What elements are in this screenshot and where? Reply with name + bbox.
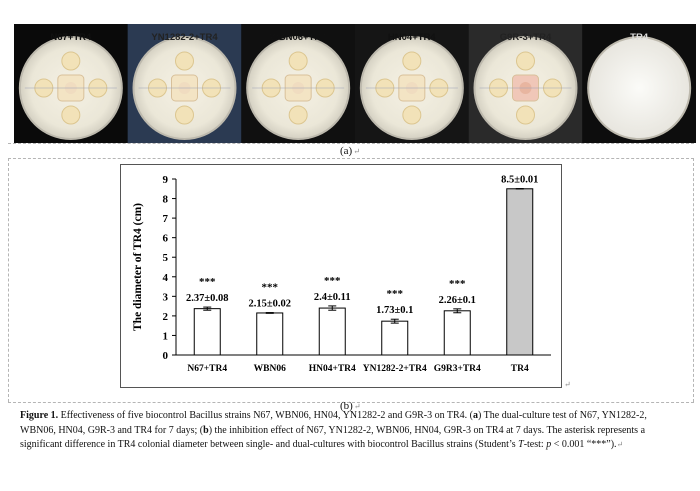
data-label: 2.26±0.1 <box>439 295 476 306</box>
bacillus-colony <box>288 51 308 71</box>
bacillus-colony <box>175 105 194 125</box>
y-tick-label: 6 <box>163 233 169 245</box>
bacillus-colony <box>516 51 535 71</box>
y-tick-label: 0 <box>163 350 169 362</box>
y-axis-label: The diameter of TR4 (cm) <box>132 203 144 331</box>
y-tick-label: 7 <box>163 213 169 225</box>
caption-label: Figure 1. <box>20 410 59 421</box>
plate-label: WBN06+TR4 <box>269 32 327 43</box>
fungal-colony <box>589 38 690 138</box>
figure-caption: Figure 1. Effectiveness of five biocontr… <box>20 410 647 450</box>
x-tick-label: N67+TR4 <box>187 364 227 374</box>
plate-label: N67+TR4 <box>50 32 92 43</box>
y-tick-label: 1 <box>163 330 169 342</box>
significance-label: *** <box>199 276 216 288</box>
divider <box>693 158 694 402</box>
bacillus-colony <box>175 51 194 71</box>
culture-plates-image <box>14 24 696 143</box>
bacillus-colony <box>402 51 422 71</box>
x-tick-label: G9R3+TR4 <box>434 364 481 374</box>
y-tick-label: 3 <box>163 291 169 303</box>
bacillus-colony <box>402 105 422 125</box>
significance-label: *** <box>387 288 404 300</box>
divider <box>8 143 694 144</box>
plate-label: G9R-3+TR4 <box>499 32 552 43</box>
y-tick-label: 8 <box>163 194 169 206</box>
panel-b-label: (b)↵ <box>340 400 361 412</box>
bar <box>318 307 346 356</box>
bar <box>381 320 409 356</box>
data-label: 8.5±0.01 <box>501 175 538 186</box>
y-tick-label: 9 <box>163 174 169 186</box>
bacillus-colony <box>61 51 81 71</box>
plate-label: HN04+TR4 <box>387 32 436 43</box>
panel-a-label: (a)↵ <box>340 145 360 157</box>
y-tick-label: 2 <box>163 311 169 323</box>
x-tick-label: HN04+TR4 <box>309 364 356 374</box>
x-tick-label: YN1282-2+TR4 <box>363 364 427 374</box>
chart-frame: 0 1 2 3 4 5 6 7 8 9 The diameter of TR4 (cm) 2.37±0… <box>120 164 562 388</box>
plate-label: YN1282-2+TR4 <box>151 32 218 43</box>
return-mark: ↵ <box>564 380 571 389</box>
bar-chart: 0 1 2 3 4 5 6 7 8 9 The diameter of TR4 (cm) 2.37±0… <box>132 174 551 374</box>
bar <box>193 308 221 356</box>
y-tick-label: 4 <box>163 272 169 284</box>
data-label: 2.4±0.11 <box>314 292 351 303</box>
bar <box>256 312 284 356</box>
plate-label: TR4 <box>630 32 649 43</box>
significance-label: *** <box>324 275 341 287</box>
plate-photo-strip: N67+TR4 YN1282-2+TR4 WBN06+TR4 HN04+TR4 G9R-… <box>14 24 696 143</box>
divider <box>8 402 694 403</box>
x-tick-label: TR4 <box>511 364 529 374</box>
bar <box>506 188 534 356</box>
data-label: 1.73±0.1 <box>376 305 413 316</box>
data-label: 2.37±0.08 <box>186 293 229 304</box>
divider <box>8 158 9 402</box>
bacillus-colony <box>288 105 308 125</box>
significance-label: *** <box>262 282 279 294</box>
bar <box>443 310 471 356</box>
bacillus-colony <box>516 105 535 125</box>
y-tick-label: 5 <box>163 252 169 264</box>
bacillus-colony <box>61 105 81 125</box>
x-tick-label: WBN06 <box>254 364 286 374</box>
significance-label: *** <box>449 278 466 290</box>
data-label: 2.15±0.02 <box>248 299 291 310</box>
divider <box>8 158 694 159</box>
